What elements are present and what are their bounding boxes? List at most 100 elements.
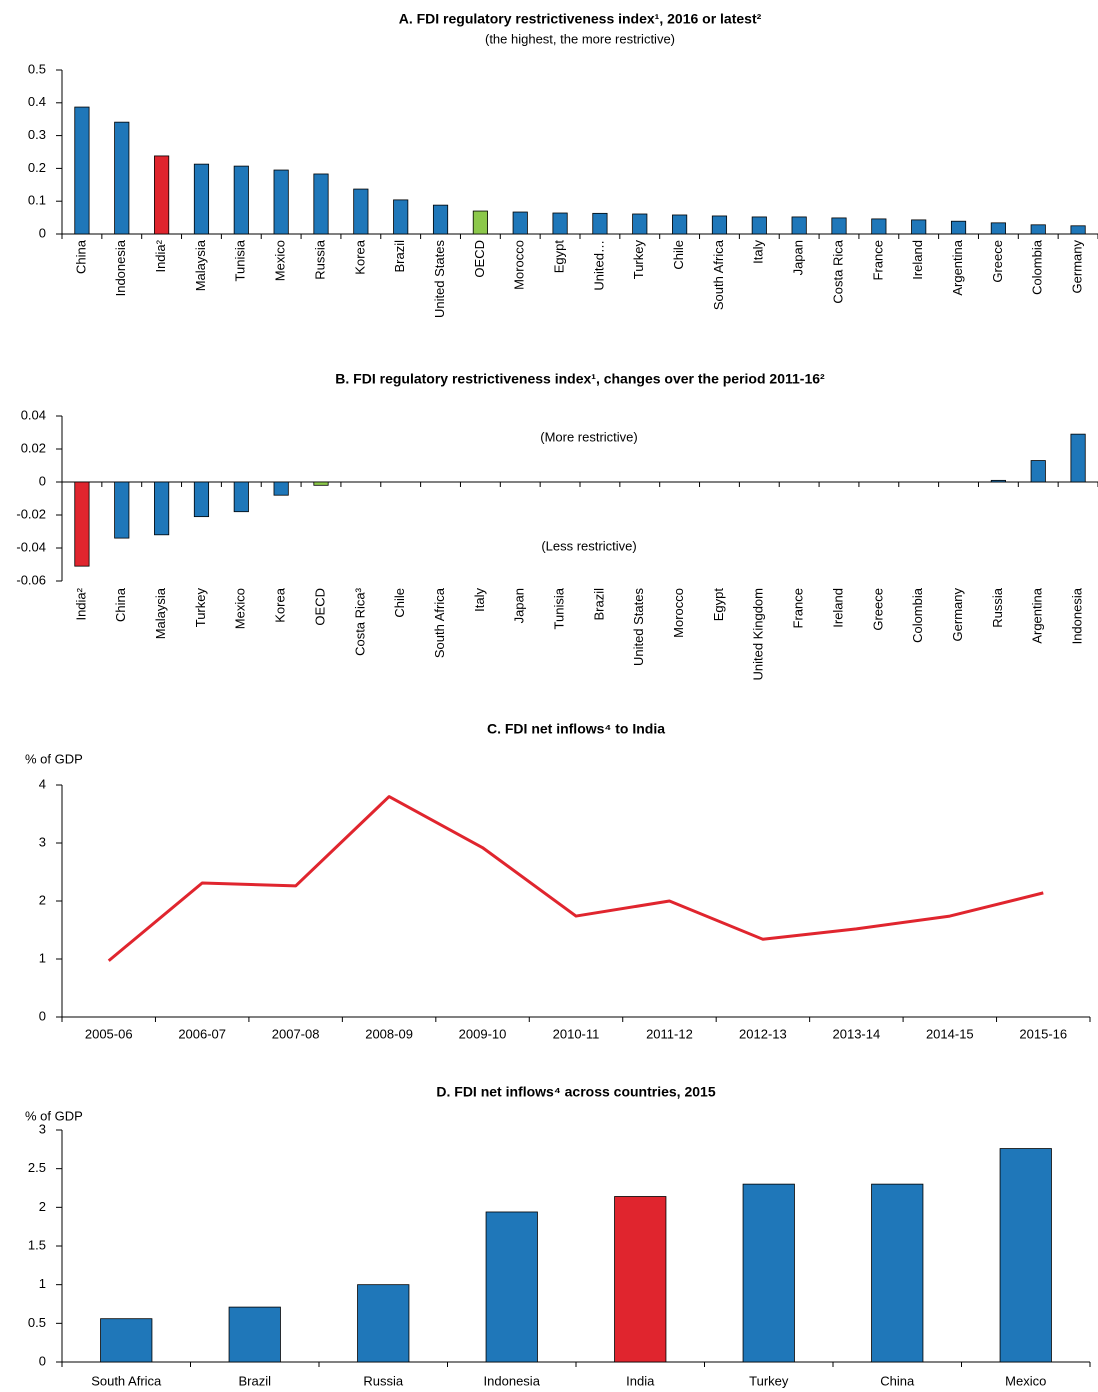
bar <box>990 479 1006 483</box>
x-tick-label: Colombia <box>910 587 925 643</box>
x-tick-label: Ireland <box>910 240 925 280</box>
bar <box>1070 225 1086 235</box>
x-tick-label: South Africa <box>432 587 447 658</box>
x-tick-label: Brazil <box>591 588 606 621</box>
x-tick-label: Turkey <box>631 240 646 280</box>
bar <box>273 481 289 496</box>
bar <box>74 106 90 235</box>
y-tick-label: 0.3 <box>28 127 46 142</box>
bar <box>228 1306 281 1363</box>
bar <box>472 210 488 235</box>
x-tick-label: United States <box>631 588 646 667</box>
x-tick-label: Greece <box>870 588 885 631</box>
bar <box>432 204 449 235</box>
bar <box>74 481 90 567</box>
x-tick-label: OECD <box>312 588 327 626</box>
x-tick-label: Japan <box>791 240 806 275</box>
bar <box>552 212 568 235</box>
bar <box>393 199 409 235</box>
bar <box>154 155 170 235</box>
x-tick-label: Russia <box>990 587 1005 628</box>
y-tick-label: 1.5 <box>28 1237 46 1252</box>
bar <box>871 218 887 235</box>
x-tick-label: Brazil <box>238 1373 271 1388</box>
bar <box>1030 224 1046 235</box>
x-tick-label: Egypt <box>552 240 567 274</box>
line <box>107 795 1044 962</box>
bar <box>313 481 329 486</box>
x-tick-label: 2015-16 <box>1019 1026 1067 1041</box>
bar <box>114 121 130 235</box>
x-tick-label: Chile <box>392 588 407 618</box>
bar <box>1030 460 1046 483</box>
y-tick-label: 0 <box>39 1353 46 1368</box>
x-tick-label: Japan <box>512 588 527 623</box>
x-tick-label: 2014-15 <box>926 1026 974 1041</box>
x-tick-label: 2013-14 <box>833 1026 881 1041</box>
x-tick-label: Germany <box>1070 240 1085 294</box>
bar <box>751 216 767 235</box>
y-tick-label: 1 <box>39 950 46 965</box>
x-tick-label: France <box>791 588 806 628</box>
y-tick-label: 0 <box>39 1008 46 1023</box>
bar <box>711 215 728 235</box>
bar <box>672 214 688 235</box>
bar <box>831 217 847 235</box>
y-tick-label: 2.5 <box>28 1160 46 1175</box>
y-tick-label: 0.2 <box>28 160 46 175</box>
x-tick-label: Turkey <box>193 588 208 628</box>
x-tick-label: Costa Rica³ <box>352 587 367 656</box>
x-tick-label: 2011-12 <box>646 1026 693 1041</box>
bar <box>154 481 170 536</box>
x-tick-label: France <box>870 240 885 280</box>
x-tick-label: Morocco <box>512 240 527 290</box>
bar <box>911 219 927 235</box>
x-tick-label: India² <box>153 239 168 272</box>
x-tick-label: Argentina <box>1030 587 1045 643</box>
x-tick-label: OECD <box>472 240 487 278</box>
x-tick-label: China <box>113 587 128 622</box>
chart-title: C. FDI net inflows⁴ to India <box>487 721 665 737</box>
x-tick-label: Italy <box>751 240 766 264</box>
y-tick-label: 2 <box>39 892 46 907</box>
y-tick-label: 0.5 <box>28 1315 46 1330</box>
bar <box>632 213 648 235</box>
bar <box>100 1318 153 1363</box>
y-tick-label: 0.04 <box>21 407 46 422</box>
bar <box>871 1183 924 1363</box>
x-tick-label: Germany <box>950 588 965 642</box>
y-tick-label: 3 <box>39 834 46 849</box>
chart-title: B. FDI regulatory restrictiveness index¹… <box>335 371 825 387</box>
annotation: (Less restrictive) <box>541 538 636 553</box>
bar <box>357 1284 410 1363</box>
x-tick-label: Turkey <box>749 1373 789 1388</box>
bar <box>233 165 249 235</box>
y-tick-label: 4 <box>39 776 46 791</box>
x-tick-label: South Africa <box>711 239 726 310</box>
bar <box>193 481 210 518</box>
x-tick-label: Egypt <box>711 588 726 622</box>
bar <box>742 1183 795 1363</box>
y-tick-label: -0.06 <box>16 572 46 587</box>
x-tick-label: Indonesia <box>1070 587 1085 644</box>
x-tick-label: China <box>880 1373 915 1388</box>
x-tick-label: Italy <box>472 588 487 612</box>
x-tick-label: Colombia <box>1030 239 1045 295</box>
x-tick-label: United… <box>591 240 606 291</box>
x-tick-label: United Kingdom <box>751 588 766 681</box>
x-tick-label: South Africa <box>91 1373 162 1388</box>
bar <box>313 173 329 235</box>
x-tick-label: 2005-06 <box>85 1026 133 1041</box>
x-tick-label: India² <box>73 587 88 620</box>
x-tick-label: 2009-10 <box>459 1026 507 1041</box>
x-tick-label: India <box>626 1373 655 1388</box>
x-tick-label: 2007-08 <box>272 1026 320 1041</box>
y-tick-label: 1 <box>39 1276 46 1291</box>
x-tick-label: Korea <box>352 239 367 274</box>
x-tick-label: 2008-09 <box>365 1026 413 1041</box>
x-tick-label: Tunisia <box>552 587 567 629</box>
x-tick-label: Russia <box>363 1373 404 1388</box>
y-tick-label: 0.1 <box>28 193 46 208</box>
x-tick-label: Mexico <box>273 240 288 281</box>
bar <box>512 211 528 235</box>
